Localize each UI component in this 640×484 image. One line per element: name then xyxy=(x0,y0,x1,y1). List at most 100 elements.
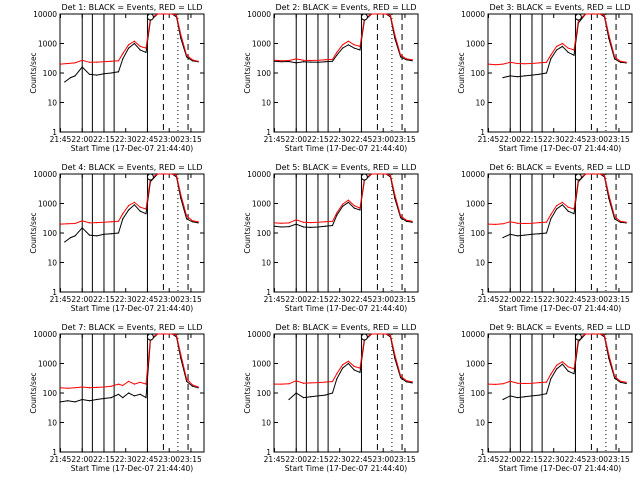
y-axis-label: Counts/sec xyxy=(243,212,252,253)
data-point-lld xyxy=(122,53,124,55)
data-point-events xyxy=(310,226,312,228)
data-point-lld xyxy=(302,221,305,223)
data-point-lld xyxy=(411,381,413,383)
series-events-line xyxy=(60,333,199,403)
data-point-events xyxy=(405,220,407,222)
y-tick-label: 100 xyxy=(471,389,486,398)
data-point-events xyxy=(273,225,276,227)
x-tick-label: 22:30 xyxy=(115,295,137,304)
data-point-events xyxy=(186,218,188,220)
panel-title: Det 4: BLACK = Events, RED = LLD xyxy=(62,163,203,172)
x-tick-label: 23:00 xyxy=(158,135,180,144)
data-point-lld xyxy=(295,380,297,382)
data-point-events xyxy=(531,233,533,235)
data-point-lld xyxy=(585,333,587,335)
x-tick-label: 22:30 xyxy=(115,455,137,464)
panel-det-5: Det 5: BLACK = Events, RED = LLD 1 10 100 10… xyxy=(243,163,419,313)
x-tick-label: 21:45 xyxy=(478,135,500,144)
y-tick-label: 10000 xyxy=(461,10,485,19)
x-tick-label: 22:00 xyxy=(499,455,521,464)
data-point-events xyxy=(197,222,199,224)
data-point-events xyxy=(331,60,334,62)
data-point-lld xyxy=(614,375,616,377)
data-point-lld xyxy=(180,34,182,36)
data-point-lld xyxy=(117,220,120,222)
data-point-lld xyxy=(524,222,526,225)
data-point-events xyxy=(180,37,182,39)
y-tick-label: 1 xyxy=(52,448,57,457)
data-point-events xyxy=(310,61,312,63)
data-point-lld xyxy=(186,54,188,56)
x-axis-label: Start Time (17-Dec-07 21:44:40) xyxy=(285,464,407,473)
x-tick-label: 22:45 xyxy=(137,295,159,304)
data-point-lld xyxy=(411,220,413,222)
data-point-lld xyxy=(531,382,533,384)
x-axis-label: Start Time (17-Dec-07 21:44:40) xyxy=(499,304,621,313)
data-point-lld xyxy=(74,62,76,64)
data-point-events xyxy=(64,241,66,243)
y-tick-label: 1000 xyxy=(252,200,271,209)
data-point-events xyxy=(128,47,130,49)
x-tick-label: 21:45 xyxy=(478,455,500,464)
data-point-lld xyxy=(157,13,159,15)
data-point-events xyxy=(538,394,540,396)
data-point-lld xyxy=(567,206,569,208)
saturation-marker-icon xyxy=(360,333,368,341)
x-tick-label: 23:15 xyxy=(180,295,202,304)
data-point-lld xyxy=(405,58,407,60)
y-tick-label: 1000 xyxy=(38,200,57,209)
data-point-lld xyxy=(573,368,575,370)
data-point-lld xyxy=(556,205,558,207)
data-point-lld xyxy=(342,203,344,205)
data-point-lld xyxy=(96,61,98,63)
data-point-events xyxy=(117,71,120,73)
saturation-marker-icon xyxy=(574,333,582,341)
x-tick-label: 23:15 xyxy=(394,135,416,144)
data-point-events xyxy=(70,77,72,79)
data-point-lld xyxy=(592,333,594,335)
data-point-lld xyxy=(175,14,178,16)
data-point-lld xyxy=(336,373,338,375)
y-tick-label: 1000 xyxy=(466,360,485,369)
data-point-lld xyxy=(353,365,355,367)
data-point-lld xyxy=(545,61,548,63)
data-point-lld xyxy=(545,381,548,383)
y-tick-label: 10000 xyxy=(33,170,57,179)
data-point-events xyxy=(342,367,344,369)
panel-det-7: Det 7: BLACK = Events, RED = LLD 1 10 100 10… xyxy=(29,323,205,473)
data-point-lld xyxy=(133,40,135,42)
data-point-events xyxy=(139,210,141,212)
data-point-lld xyxy=(186,215,188,217)
data-point-lld xyxy=(197,60,199,62)
panel-title: Det 3: BLACK = Events, RED = LLD xyxy=(490,3,631,12)
x-tick-label: 23:15 xyxy=(608,295,630,304)
data-point-lld xyxy=(567,366,569,368)
data-point-events xyxy=(110,397,112,399)
data-point-events xyxy=(74,75,76,77)
x-tick-label: 22:45 xyxy=(565,135,587,144)
data-point-events xyxy=(88,400,91,402)
series-lld-line xyxy=(488,333,627,385)
data-point-events xyxy=(281,61,283,63)
y-tick-label: 1000 xyxy=(252,360,271,369)
data-point-lld xyxy=(110,60,112,62)
saturation-marker-icon xyxy=(574,13,582,21)
panel-title: Det 9: BLACK = Events, RED = LLD xyxy=(490,323,631,332)
data-point-lld xyxy=(625,381,627,383)
y-tick-label: 10000 xyxy=(33,10,57,19)
data-point-events xyxy=(561,363,564,365)
y-tick-label: 1000 xyxy=(252,40,271,49)
data-point-events xyxy=(509,233,511,235)
data-point-lld xyxy=(585,173,587,175)
x-tick-label: 23:00 xyxy=(586,455,608,464)
x-tick-label: 23:00 xyxy=(372,135,394,144)
data-point-lld xyxy=(400,215,402,217)
data-point-lld xyxy=(310,59,312,62)
data-point-events xyxy=(117,393,120,395)
y-tick-label: 10000 xyxy=(247,170,271,179)
data-point-events xyxy=(302,61,305,63)
data-point-lld xyxy=(295,219,297,221)
x-tick-label: 22:30 xyxy=(329,295,351,304)
data-point-lld xyxy=(371,13,373,15)
